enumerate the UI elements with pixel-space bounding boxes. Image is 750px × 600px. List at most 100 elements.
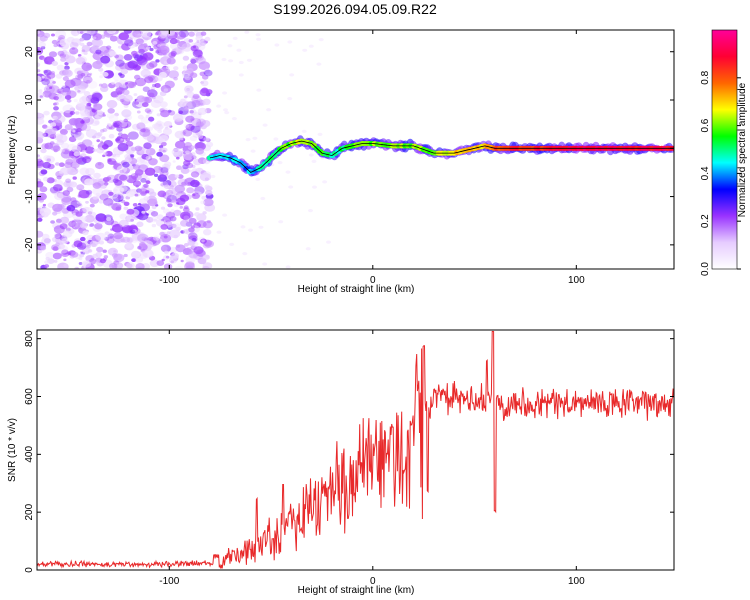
noise-speckle — [192, 45, 196, 49]
noise-speckle — [54, 101, 59, 106]
noise-speckle — [194, 186, 205, 195]
colorbar-label: Normalized spectral amplitude — [737, 82, 748, 217]
noise-speckle — [84, 178, 94, 186]
noise-speckle — [39, 95, 43, 98]
noise-speckle — [172, 160, 176, 163]
noise-speckle — [183, 205, 189, 210]
noise-speckle — [79, 96, 89, 104]
noise-speckle — [170, 209, 175, 213]
noise-speckle — [112, 153, 117, 157]
noise-speckle — [132, 203, 138, 207]
noise-speckle — [89, 240, 98, 248]
noise-speckle — [81, 260, 92, 268]
noise-speckle — [100, 55, 111, 64]
noise-speckle — [159, 231, 165, 237]
noise-speckle — [143, 196, 150, 201]
noise-speckle — [186, 187, 195, 194]
x-tick-label: -100 — [159, 275, 179, 286]
noise-speckle — [192, 93, 200, 100]
noise-speckle — [43, 110, 50, 116]
noise-speckle — [195, 207, 200, 211]
noise-speckle — [172, 223, 182, 231]
noise-speckle — [136, 110, 141, 114]
noise-speckle — [187, 232, 198, 240]
noise-speckle — [134, 101, 139, 105]
noise-speckle — [202, 220, 213, 229]
noise-speckle — [193, 222, 201, 229]
noise-speckle — [180, 219, 189, 227]
noise-speckle — [152, 123, 159, 129]
noise-speckle — [175, 244, 186, 253]
y-tick-label: 200 — [24, 503, 35, 520]
colorbar-ticks: 0.0 0.2 0.4 0.6 0.8 — [700, 70, 741, 276]
noise-speckle — [191, 119, 201, 127]
noise-speckle — [52, 252, 62, 260]
noise-speckle — [39, 186, 48, 193]
noise-speckle — [125, 262, 135, 269]
noise-speckle — [203, 198, 214, 207]
noise-speckle — [150, 86, 156, 91]
noise-speckle — [150, 211, 159, 217]
noise-speckle — [95, 232, 107, 242]
noise-speckle — [216, 104, 222, 108]
ridge-centerline — [209, 140, 674, 173]
noise-speckle — [173, 209, 182, 216]
noise-speckle — [53, 149, 58, 153]
noise-speckle — [125, 243, 133, 249]
noise-speckle — [122, 161, 130, 168]
noise-speckle — [183, 152, 194, 161]
noise-speckle — [98, 67, 104, 72]
noise-speckle — [94, 222, 103, 230]
noise-speckle — [78, 189, 90, 199]
noise-speckle — [44, 260, 50, 265]
noise-speckle — [125, 140, 134, 147]
noise-speckle — [80, 42, 85, 47]
noise-speckle — [107, 247, 118, 256]
noise-speckle — [198, 192, 203, 195]
noise-speckle — [80, 120, 85, 124]
noise-speckle — [128, 188, 133, 193]
noise-speckle — [222, 213, 228, 217]
noise-speckle — [146, 62, 155, 70]
noise-speckle — [210, 174, 216, 179]
noise-speckle — [127, 131, 139, 140]
noise-speckle — [163, 121, 173, 128]
noise-speckle — [90, 97, 100, 104]
noise-speckle — [135, 38, 144, 45]
noise-speckle — [53, 102, 57, 106]
noise-speckle — [37, 154, 40, 158]
noise-speckle — [70, 161, 80, 169]
snr-panel: -100 0 100 0 200 400 600 800 Height of straight… — [7, 329, 675, 596]
colorbar-tick-label: 0.4 — [700, 166, 711, 180]
noise-speckle — [53, 133, 64, 141]
noise-speckle — [134, 145, 143, 152]
noise-speckle — [322, 180, 328, 184]
noise-speckle — [163, 235, 168, 239]
noise-speckle — [120, 123, 124, 126]
noise-speckle — [179, 206, 184, 209]
noise-speckle — [82, 124, 91, 132]
noise-speckle — [140, 30, 152, 38]
noise-speckle — [136, 221, 144, 228]
noise-speckle — [63, 258, 67, 262]
noise-speckle — [205, 138, 211, 143]
noise-speckle — [37, 92, 45, 100]
noise-speckle — [223, 108, 228, 112]
noise-speckle — [160, 181, 169, 188]
noise-speckle — [197, 97, 202, 101]
noise-speckle — [159, 101, 168, 108]
noise-speckle — [232, 36, 238, 41]
noise-speckle — [114, 179, 123, 186]
noise-speckle — [196, 124, 202, 129]
noise-speckle — [156, 151, 163, 157]
noise-speckle — [201, 195, 207, 200]
noise-speckle — [202, 211, 207, 215]
noise-speckle — [262, 123, 268, 127]
noise-speckle — [87, 211, 93, 215]
noise-speckle — [174, 174, 180, 178]
noise-speckle — [41, 78, 50, 86]
noise-speckle — [174, 265, 184, 269]
noise-speckle — [143, 183, 149, 188]
noise-speckle — [60, 87, 72, 96]
